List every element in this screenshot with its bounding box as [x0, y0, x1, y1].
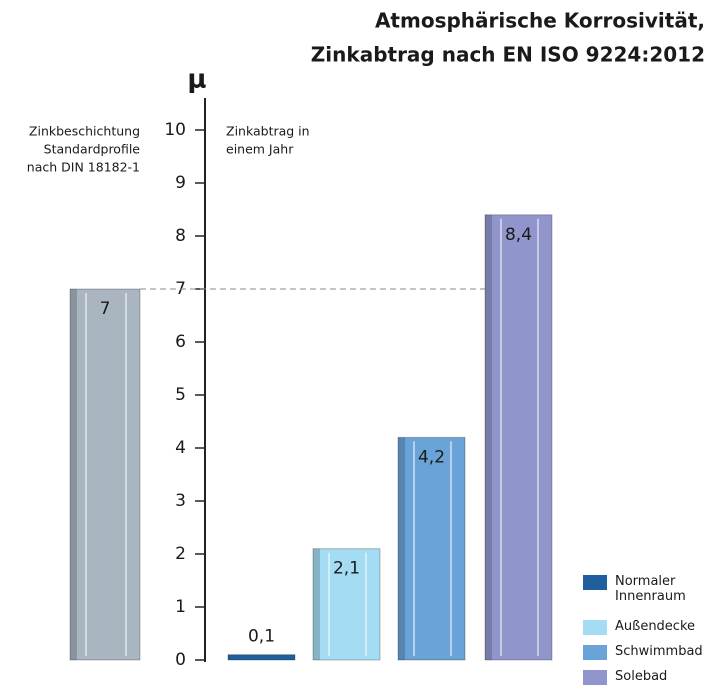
legend-label: Außendecke: [615, 619, 710, 634]
annotation: Standardprofile: [44, 142, 141, 157]
value-label: 8,4: [505, 225, 532, 245]
bar: [70, 289, 140, 660]
value-label: 4,2: [418, 447, 445, 467]
y-axis-label: μ: [187, 65, 206, 95]
y-tick-label: 9: [175, 173, 186, 193]
value-label: 2,1: [333, 559, 360, 579]
y-tick-label: 5: [175, 385, 186, 405]
page: Atmosphärische Korrosivität, Zinkabtrag …: [0, 0, 719, 700]
legend-swatch: [583, 575, 607, 590]
annotation: Zinkabtrag in: [226, 124, 310, 139]
annotation: nach DIN 18182-1: [27, 160, 140, 175]
bar: [485, 215, 552, 660]
chart-subtitle: Zinkabtrag nach EN ISO 9224:2012: [311, 43, 705, 67]
legend-label: Normaler Innenraum: [615, 574, 710, 604]
bar-shade: [398, 437, 405, 660]
bar-shade: [485, 215, 492, 660]
annotation: Zinkbeschichtung: [29, 124, 140, 139]
legend-swatch: [583, 645, 607, 660]
y-tick-label: 0: [175, 650, 186, 670]
y-tick-label: 1: [175, 597, 186, 617]
annotation: einem Jahr: [226, 142, 294, 157]
legend-label: Schwimmbad: [615, 644, 710, 659]
bar-shade: [70, 289, 77, 660]
chart: Atmosphärische Korrosivität, Zinkabtrag …: [0, 0, 719, 700]
y-tick-label: 6: [175, 332, 186, 352]
bar-shade: [313, 549, 320, 660]
legend-swatch: [583, 620, 607, 635]
legend-swatch: [583, 670, 607, 685]
chart-title: Atmosphärische Korrosivität,: [375, 9, 705, 33]
y-tick-label: 10: [164, 120, 186, 140]
value-label: 7: [100, 299, 111, 319]
y-tick-label: 3: [175, 491, 186, 511]
bar: [228, 655, 295, 660]
value-label: 0,1: [248, 627, 275, 647]
bar: [398, 437, 465, 660]
y-tick-label: 8: [175, 226, 186, 246]
legend-label: Solebad: [615, 669, 710, 684]
y-tick-label: 4: [175, 438, 186, 458]
y-tick-label: 2: [175, 544, 186, 564]
